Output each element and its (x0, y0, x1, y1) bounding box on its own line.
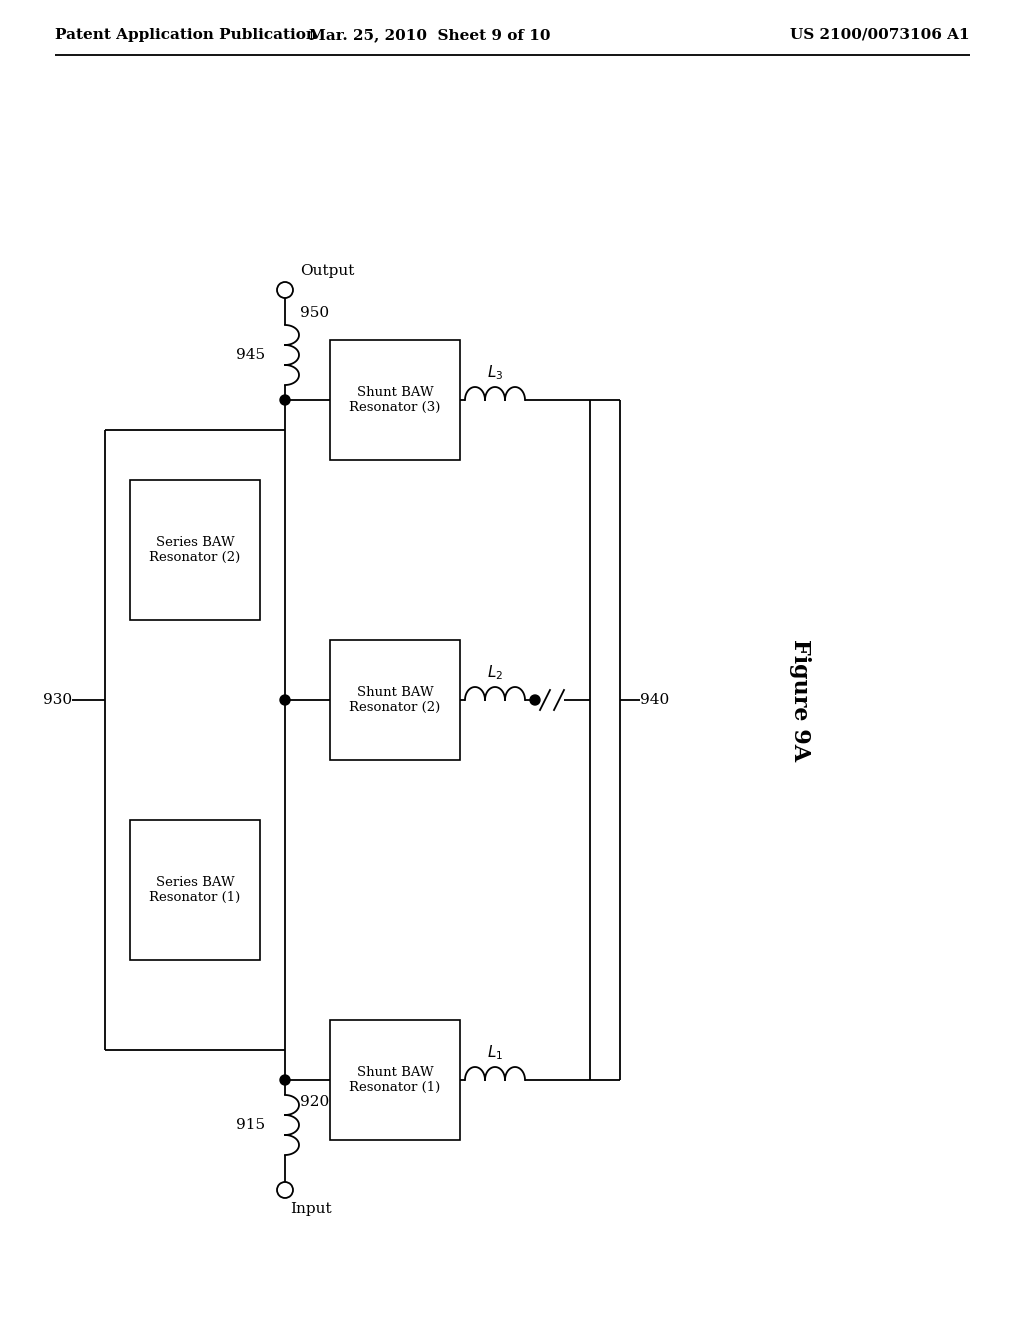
Circle shape (278, 1181, 293, 1199)
Text: Shunt BAW
Resonator (2): Shunt BAW Resonator (2) (349, 686, 440, 714)
FancyBboxPatch shape (130, 480, 260, 620)
Text: $L_1$: $L_1$ (486, 1043, 503, 1063)
Text: $L_2$: $L_2$ (487, 663, 503, 682)
Text: Input: Input (290, 1203, 332, 1216)
FancyBboxPatch shape (330, 640, 460, 760)
Text: Series BAW
Resonator (2): Series BAW Resonator (2) (150, 536, 241, 564)
FancyBboxPatch shape (130, 820, 260, 960)
Text: $L_3$: $L_3$ (486, 363, 503, 381)
Circle shape (280, 696, 290, 705)
FancyBboxPatch shape (330, 1020, 460, 1140)
Text: Shunt BAW
Resonator (3): Shunt BAW Resonator (3) (349, 385, 440, 414)
Text: Patent Application Publication: Patent Application Publication (55, 28, 317, 42)
Text: Output: Output (300, 264, 354, 279)
Text: 950: 950 (300, 306, 329, 319)
Circle shape (280, 1074, 290, 1085)
Text: Figure 9A: Figure 9A (790, 639, 811, 762)
Text: 920: 920 (300, 1096, 330, 1109)
Text: 930: 930 (43, 693, 72, 708)
Text: Mar. 25, 2010  Sheet 9 of 10: Mar. 25, 2010 Sheet 9 of 10 (309, 28, 551, 42)
Text: 945: 945 (236, 348, 265, 362)
Text: US 2100/0073106 A1: US 2100/0073106 A1 (791, 28, 970, 42)
Circle shape (280, 395, 290, 405)
Text: Shunt BAW
Resonator (1): Shunt BAW Resonator (1) (349, 1067, 440, 1094)
Text: Series BAW
Resonator (1): Series BAW Resonator (1) (150, 876, 241, 904)
Circle shape (278, 282, 293, 298)
Text: 915: 915 (236, 1118, 265, 1133)
Text: 940: 940 (640, 693, 670, 708)
Circle shape (530, 696, 540, 705)
FancyBboxPatch shape (330, 341, 460, 459)
